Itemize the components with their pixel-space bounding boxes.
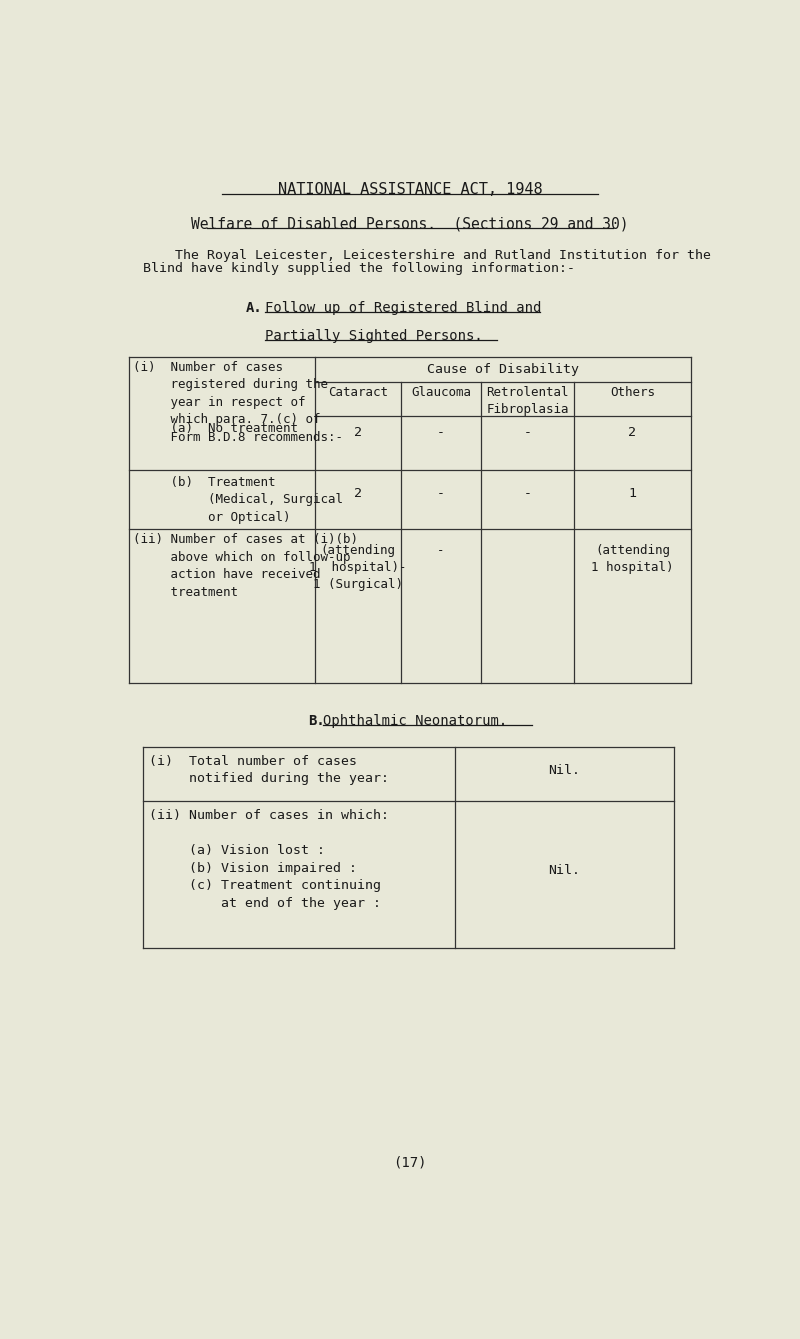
Text: Retrolental
Fibroplasia: Retrolental Fibroplasia bbox=[486, 386, 569, 416]
Text: Cataract: Cataract bbox=[328, 386, 388, 399]
Text: -: - bbox=[524, 487, 532, 501]
Text: Nil.: Nil. bbox=[548, 765, 580, 778]
Text: A.: A. bbox=[246, 301, 262, 315]
Text: Welfare of Disabled Persons.  (Sections 29 and 30): Welfare of Disabled Persons. (Sections 2… bbox=[191, 216, 629, 232]
Text: 2: 2 bbox=[354, 487, 362, 501]
Text: -: - bbox=[437, 487, 445, 501]
Text: Follow up of Registered Blind and: Follow up of Registered Blind and bbox=[265, 301, 542, 315]
Text: (ii) Number of cases at (i)(b)
     above which on follow-up
     action have re: (ii) Number of cases at (i)(b) above whi… bbox=[134, 533, 358, 599]
Text: 1: 1 bbox=[629, 487, 637, 501]
Text: (i)  Total number of cases
     notified during the year:: (i) Total number of cases notified durin… bbox=[149, 755, 389, 785]
Text: -: - bbox=[437, 426, 445, 439]
Text: (17): (17) bbox=[394, 1156, 426, 1169]
Text: -: - bbox=[524, 426, 532, 439]
Text: Glaucoma: Glaucoma bbox=[411, 386, 471, 399]
Text: The Royal Leicester, Leicestershire and Rutland Institution for the: The Royal Leicester, Leicestershire and … bbox=[142, 249, 710, 262]
Text: NATIONAL ASSISTANCE ACT, 1948: NATIONAL ASSISTANCE ACT, 1948 bbox=[278, 182, 542, 197]
Text: (i)  Number of cases
     registered during the
     year in respect of
     whi: (i) Number of cases registered during th… bbox=[134, 362, 343, 445]
Text: (a)  No treatment: (a) No treatment bbox=[134, 423, 298, 435]
Text: Cause of Disability: Cause of Disability bbox=[427, 363, 579, 376]
Text: (attending
1  hospital)-
1 (Surgical): (attending 1 hospital)- 1 (Surgical) bbox=[310, 544, 407, 590]
Text: Ophthalmic Neonatorum.: Ophthalmic Neonatorum. bbox=[323, 714, 507, 727]
Text: (ii) Number of cases in which:

     (a) Vision lost :
     (b) Vision impaired : (ii) Number of cases in which: (a) Visio… bbox=[149, 809, 389, 909]
Text: (b)  Treatment
          (Medical, Surgical
          or Optical): (b) Treatment (Medical, Surgical or Opti… bbox=[134, 475, 343, 524]
Text: (attending
1 hospital): (attending 1 hospital) bbox=[591, 544, 674, 574]
Text: Partially Sighted Persons.: Partially Sighted Persons. bbox=[265, 328, 483, 343]
Text: B.: B. bbox=[308, 714, 325, 727]
Text: Blind have kindly supplied the following information:-: Blind have kindly supplied the following… bbox=[142, 262, 574, 276]
Text: -: - bbox=[438, 544, 445, 557]
Text: 2: 2 bbox=[629, 426, 637, 439]
Text: Nil.: Nil. bbox=[548, 865, 580, 877]
Text: Others: Others bbox=[610, 386, 655, 399]
Text: 2: 2 bbox=[354, 426, 362, 439]
